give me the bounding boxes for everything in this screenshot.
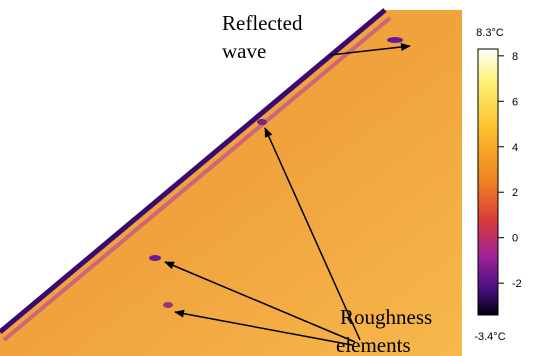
tick-label: 0 (512, 233, 518, 245)
colorbar-scale (478, 49, 498, 315)
tick-label: 4 (512, 142, 518, 154)
tick-label: 2 (512, 187, 518, 199)
colorbar-min-label: -3.4°C (474, 331, 505, 343)
label: Reflected (222, 11, 303, 35)
label: elements (336, 333, 411, 356)
thermal-figure: Reflected wave Roughness elements 8.3°C -… (0, 0, 542, 356)
tick-label: 6 (512, 96, 518, 108)
colorbar: 8.3°C -3.4°C 8 6 4 2 0 -2 (474, 27, 521, 343)
tick-label: -2 (512, 278, 522, 290)
label: Roughness (340, 305, 432, 329)
label: wave (222, 39, 266, 63)
tick-label: 8 (512, 51, 518, 63)
colorbar-max-label: 8.3°C (476, 27, 504, 39)
